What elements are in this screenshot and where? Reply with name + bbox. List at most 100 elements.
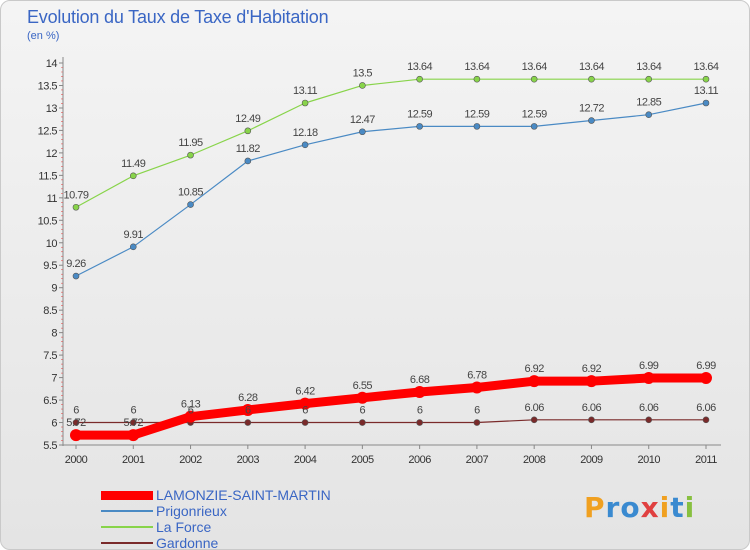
y-tick-label: 12 [46, 148, 58, 160]
x-tick-label: 2004 [294, 454, 317, 466]
data-label: 13.11 [694, 85, 719, 97]
logo-letter: t [670, 491, 685, 524]
series-line [75, 78, 707, 208]
data-label: 12.18 [293, 127, 318, 139]
data-label: 12.59 [522, 108, 547, 120]
data-label: 13.64 [407, 61, 432, 73]
data-point [702, 99, 710, 107]
legend-item-la-force: La Force [101, 519, 331, 535]
x-tick-label: 2002 [179, 454, 202, 466]
legend-swatch [101, 526, 153, 528]
data-point [72, 203, 80, 211]
x-tick-label: 2006 [408, 454, 431, 466]
data-label: 6.78 [467, 369, 487, 381]
data-label: 6.06 [696, 402, 716, 414]
data-label: 9.91 [124, 229, 144, 241]
y-tick-label: 11.5 [38, 170, 57, 182]
y-tick-label: 11 [47, 193, 58, 205]
data-point [588, 117, 595, 124]
data-point [70, 429, 82, 442]
data-label: 10.85 [178, 187, 203, 199]
data-label: 6 [73, 405, 79, 417]
data-point [72, 272, 80, 280]
logo-letter: x [640, 491, 660, 524]
y-tick-label: 5.5 [43, 440, 57, 452]
series-line [71, 373, 711, 440]
series-line [75, 102, 707, 277]
data-label: 6 [302, 405, 308, 417]
data-point [301, 141, 309, 149]
logo-letter: i [684, 491, 696, 524]
data-label: 12.59 [464, 108, 489, 120]
data-point [187, 151, 194, 159]
x-tick-label: 2009 [580, 454, 603, 466]
data-label: 6.92 [524, 363, 544, 375]
x-tick-label: 2008 [523, 454, 546, 466]
data-point [416, 123, 423, 130]
legend-label: Prigonrieux [156, 503, 227, 519]
x-tick-label: 2007 [466, 454, 489, 466]
data-point [359, 82, 366, 89]
data-point [528, 375, 541, 388]
data-label: 12.72 [579, 103, 604, 115]
data-point [416, 419, 423, 426]
data-point [356, 391, 369, 404]
chart-axes: 5.5 6 6.5 7 7.5 8 8.5 9 9.5 10 10.5 11 11.5 12 12.5 13 1… [38, 57, 721, 466]
data-point [588, 416, 595, 424]
x-tick-label: 2005 [351, 454, 374, 466]
data-point [241, 403, 254, 416]
data-label: 11.95 [178, 137, 203, 149]
legend-swatch [101, 510, 153, 512]
y-tick-label: 13.5 [38, 80, 58, 92]
data-point [470, 381, 483, 394]
data-point [359, 128, 366, 136]
series-lines [71, 78, 711, 440]
y-tick-label: 9.5 [43, 260, 57, 272]
y-tick-label: 12.5 [38, 125, 58, 137]
data-point [642, 372, 655, 385]
legend-item-gardonne: Gardonne [101, 535, 331, 549]
data-point [72, 419, 80, 426]
y-tick-label: 7 [51, 373, 57, 385]
data-label: 13.64 [464, 61, 489, 73]
legend-label: La Force [156, 519, 212, 535]
data-point [359, 419, 366, 426]
data-point [187, 201, 194, 208]
data-label: 6 [188, 405, 194, 417]
y-tick-label: 14 [46, 58, 58, 70]
data-point [473, 419, 481, 426]
data-label: 6.68 [410, 374, 430, 386]
data-point [645, 111, 653, 118]
logo-letter: i [659, 491, 671, 524]
data-label: 6 [245, 405, 251, 417]
data-point [700, 372, 712, 385]
data-point [244, 127, 252, 135]
chart-subtitle: (en %) [27, 30, 60, 42]
data-label: 6.13 [181, 399, 201, 411]
data-point [645, 75, 653, 83]
x-tick-label: 2003 [237, 454, 260, 466]
data-point [184, 410, 197, 423]
data-label: 9.26 [66, 258, 86, 270]
data-label: 13.64 [693, 61, 718, 73]
logo-letter: P [584, 491, 606, 524]
data-point [301, 419, 309, 426]
data-point [129, 172, 137, 180]
y-tick-label: 10.5 [38, 215, 58, 227]
data-point [413, 385, 426, 398]
data-label: 13.64 [522, 61, 547, 73]
data-label: 6.28 [238, 392, 258, 404]
chart-legend: LAMONZIE-SAINT-MARTIN Prigonrieux La For… [101, 487, 331, 549]
data-label: 6.99 [696, 360, 716, 372]
series-points [70, 75, 712, 442]
data-point [244, 419, 252, 426]
x-tick-label: 2010 [637, 454, 660, 466]
data-label: 6.06 [582, 402, 602, 414]
data-label: 13.5 [353, 67, 373, 79]
point-labels: 6 6 6 6 6 6 6 6 6.06 6.06 6.06 6.06 9.26 9.91 10.85 11.… [63, 61, 719, 429]
legend-item-lamonzie: LAMONZIE-SAINT-MARTIN [101, 487, 331, 503]
data-label: 13.11 [293, 85, 318, 97]
data-label: 12.59 [407, 108, 432, 120]
